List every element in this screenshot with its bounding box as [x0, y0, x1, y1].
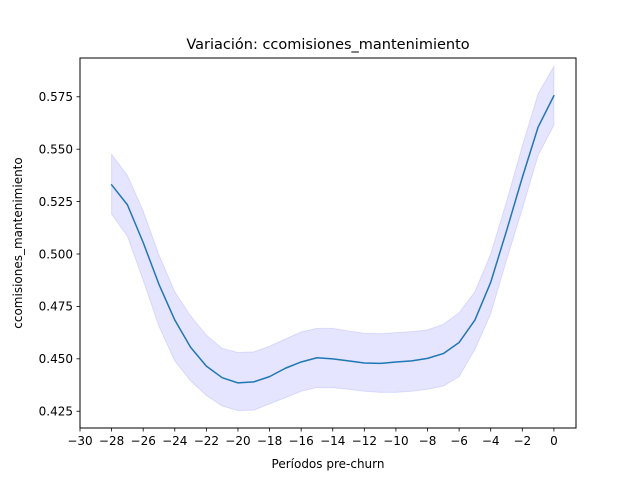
- x-tick-label: −16: [288, 434, 313, 448]
- x-axis-ticks: −30 −28 −26 −24 −22 −20 −18 −16 −14 −12 −10 −8 −6 −4−…: [67, 428, 558, 448]
- x-tick-label: −2: [513, 434, 531, 448]
- x-tick-label: −24: [162, 434, 187, 448]
- y-tick-label: 0.525: [39, 195, 73, 209]
- axes-frame: [79, 57, 577, 429]
- x-tick-label: −12: [352, 434, 377, 448]
- x-tick-label: −14: [320, 434, 345, 448]
- x-tick-label: −6: [450, 434, 468, 448]
- y-tick-label: 0.575: [39, 90, 73, 104]
- y-tick-label: 0.475: [39, 300, 73, 314]
- x-tick-label: −18: [257, 434, 282, 448]
- x-tick-label: −20: [225, 434, 250, 448]
- x-tick-label: −30: [67, 434, 92, 448]
- chart-title: Variación: ccomisiones_mantenimiento: [186, 37, 469, 53]
- plot-area: [110, 64, 555, 412]
- x-tick-label: −22: [194, 434, 219, 448]
- y-axis-ticks: 0.425 0.450 0.475 0.500 0.525 0.550 0.575: [39, 90, 80, 419]
- x-axis-label: Períodos pre-churn: [272, 457, 385, 471]
- x-tick-label: −8: [419, 434, 437, 448]
- y-tick-label: 0.425: [39, 405, 73, 419]
- series-line: [110, 94, 555, 384]
- x-tick-label: −4: [482, 434, 500, 448]
- y-tick-label: 0.500: [39, 247, 73, 261]
- x-tick-label: −28: [99, 434, 124, 448]
- y-axis-label: ccomisiones_mantenimiento: [11, 157, 25, 328]
- x-tick-label: −26: [131, 434, 156, 448]
- x-tick-label: 0: [550, 434, 558, 448]
- confidence-band: [111, 64, 555, 412]
- y-tick-label: 0.450: [39, 352, 73, 366]
- x-tick-label: −10: [383, 434, 408, 448]
- y-tick-label: 0.550: [39, 142, 73, 156]
